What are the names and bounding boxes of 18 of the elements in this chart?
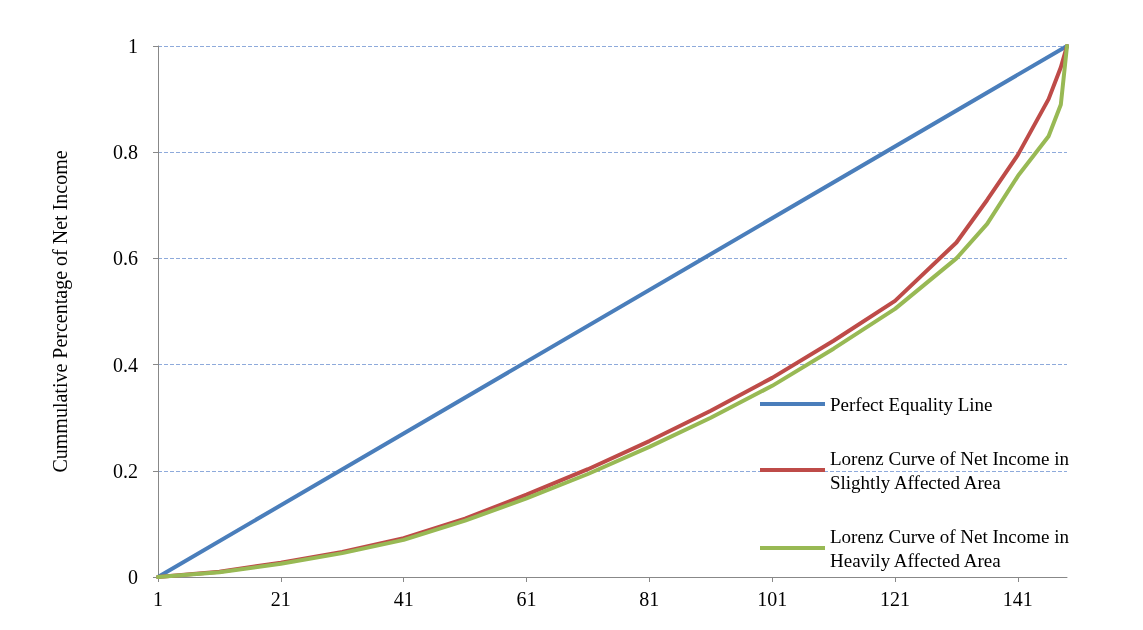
- x-tick-label: 61: [516, 588, 537, 610]
- legend-label: Lorenz Curve of Net Income in Slightly Affected Area: [830, 447, 1074, 493]
- x-tick-label: 1: [153, 588, 163, 610]
- x-tick-label: 101: [757, 588, 788, 610]
- x-tick-label: 121: [880, 588, 911, 610]
- legend-label: Lorenz Curve of Net Income in Heavily Affected Area: [830, 525, 1074, 571]
- y-tick-label: 0.4: [113, 353, 138, 376]
- y-axis-title: Cummulative Percentage of Net Income: [49, 150, 72, 473]
- x-tick-label: 41: [393, 588, 414, 610]
- y-tick-label: 0: [128, 566, 138, 588]
- y-tick-label: 0.8: [113, 141, 138, 164]
- y-tick-label: 1: [128, 35, 138, 57]
- x-tick-label: 81: [639, 588, 660, 610]
- x-tick-label: 21: [270, 588, 291, 610]
- y-tick-label: 0.2: [113, 459, 138, 482]
- y-tick-label: 0.6: [113, 247, 138, 270]
- x-tick-label: 141: [1002, 588, 1033, 610]
- legend-label: Perfect Equality Line: [830, 393, 993, 415]
